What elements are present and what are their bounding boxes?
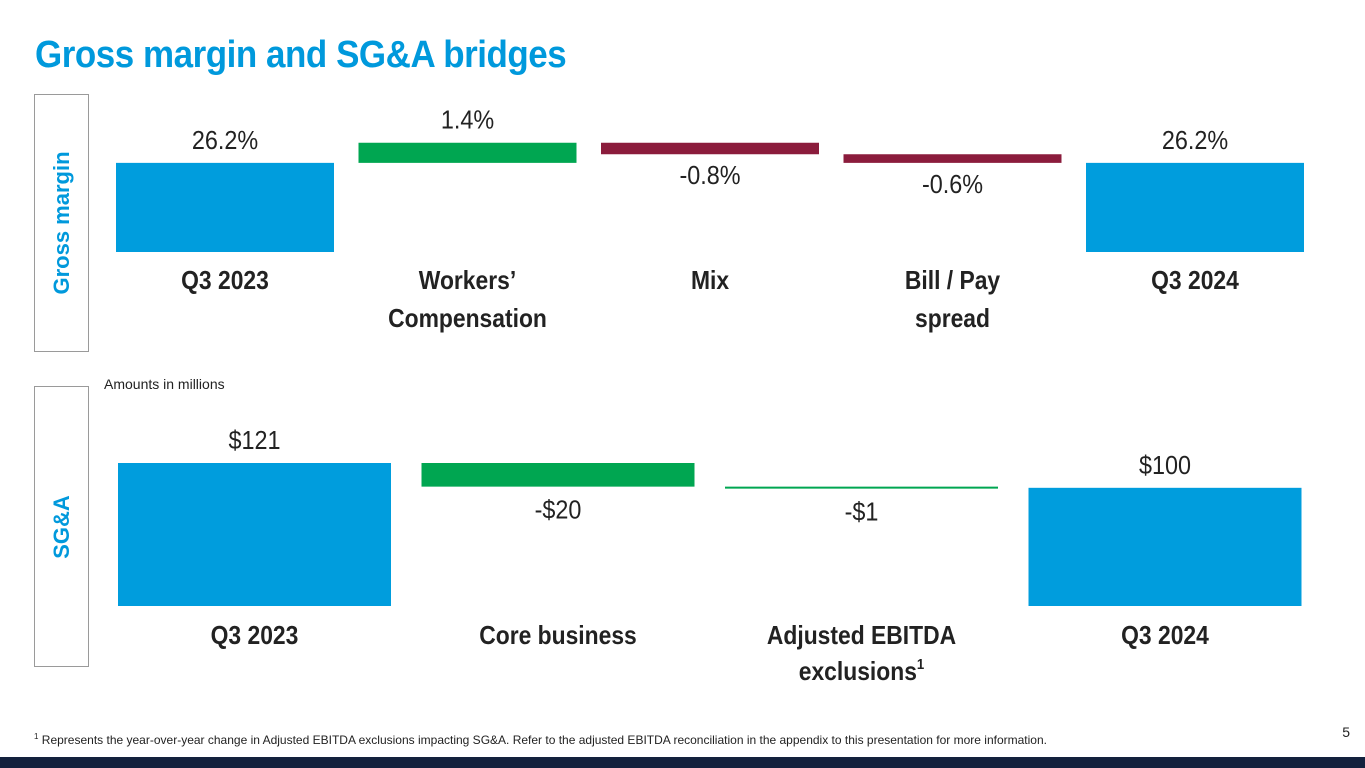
data-label-q3-2024: 26.2% — [1162, 127, 1228, 155]
bar-q3-2024 — [1028, 487, 1302, 606]
gross-margin-section-label: Gross margin — [34, 94, 89, 352]
units-note: Amounts in millions — [104, 376, 225, 392]
bottom-bar — [0, 757, 1365, 768]
category-label-core-business: Core business — [479, 622, 637, 651]
category-label-q3-2024: Q3 2024 — [1121, 622, 1209, 651]
data-label-mix: -0.8% — [679, 162, 740, 190]
category-label-workers-compensation-line-1: Workers’ — [419, 267, 516, 296]
category-label-q3-2024: Q3 2024 — [1151, 267, 1239, 296]
bar-workers-compensation — [358, 142, 577, 163]
bar-q3-2023 — [118, 463, 391, 606]
category-label-bill-pay-spread-line-2: spread — [915, 305, 990, 334]
data-label-q3-2023: $121 — [228, 427, 280, 455]
footnote-text: Represents the year-over-year change in … — [41, 733, 1047, 747]
category-label-adjusted-ebitda-exclusions-line-2: exclusions1 — [799, 655, 925, 685]
category-label-q3-2023: Q3 2023 — [181, 267, 269, 296]
sga-section-label: SG&A — [34, 386, 89, 667]
category-label-workers-compensation-line-2: Compensation — [388, 305, 547, 334]
bar-core-business — [421, 463, 695, 487]
bar-mix — [601, 142, 819, 155]
bar-adjusted-ebitda-exclusions — [725, 486, 998, 489]
category-label-q3-2023: Q3 2023 — [211, 622, 299, 651]
sga-bridge-chart: $121 Q3 2023 -$20 Core business -$1 Adjusted … — [118, 427, 1302, 685]
category-label-bill-pay-spread-line-1: Bill / Pay — [905, 267, 1001, 296]
page-number: 5 — [1342, 724, 1350, 740]
bar-bill-pay-spread — [843, 154, 1062, 163]
gross-margin-bridge-chart: 26.2% Q3 2023 1.4% Workers’ Compensation -0.8… — [116, 107, 1304, 334]
category-label-adjusted-ebitda-exclusions-line-1: Adjusted EBITDA — [767, 622, 957, 651]
data-label-core-business: -$20 — [535, 497, 582, 525]
data-label-q3-2024: $100 — [1139, 452, 1191, 480]
page-title: Gross margin and SG&A bridges — [35, 34, 567, 76]
category-label-mix: Mix — [691, 267, 729, 296]
data-label-bill-pay-spread: -0.6% — [922, 171, 983, 199]
category-superscript-adjusted-ebitda-exclusions: 1 — [917, 655, 924, 672]
footnote-marker: 1 — [34, 732, 39, 741]
footnote: 1 Represents the year-over-year change i… — [34, 732, 1047, 747]
data-label-adjusted-ebitda-exclusions: -$1 — [845, 499, 879, 527]
data-label-workers-compensation: 1.4% — [441, 107, 494, 135]
data-label-q3-2023: 26.2% — [192, 127, 258, 155]
bar-q3-2024 — [1086, 162, 1304, 252]
bar-q3-2023 — [116, 162, 334, 252]
